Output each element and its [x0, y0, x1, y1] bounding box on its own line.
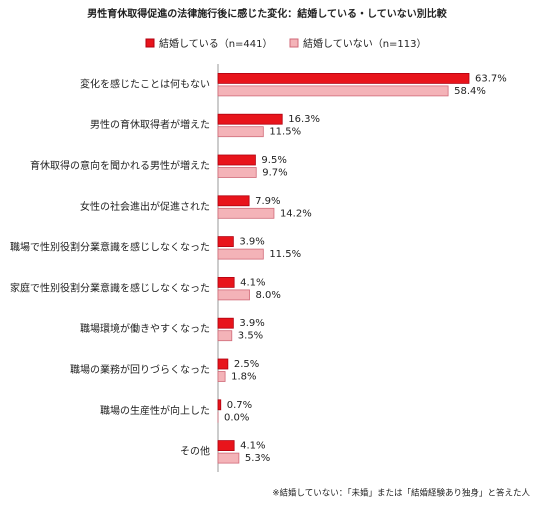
y-tick-label: 家庭で性別役割分業意識を感じしなくなった: [10, 281, 210, 294]
chart-title: 男性育休取得促進の法律施行後に感じた変化：結婚している・していない別比較: [87, 7, 447, 20]
y-tick-label: その他: [180, 445, 210, 458]
bar: [217, 248, 264, 260]
y-tick-label: 職場で性別役割分業意識を感じしなくなった: [10, 241, 210, 254]
legend-label: 結婚していない（n=113）: [303, 37, 427, 50]
value-label: 16.3%: [288, 114, 320, 125]
bar: [217, 113, 283, 125]
bar: [217, 317, 234, 329]
value-label: 8.0%: [256, 290, 281, 301]
value-label: 4.1%: [240, 441, 265, 452]
bar: [217, 126, 264, 138]
bar: [217, 371, 226, 382]
bar: [217, 154, 256, 166]
bar: [217, 195, 250, 207]
value-label: 14.2%: [280, 208, 312, 219]
bar: [217, 85, 449, 97]
value-label: 58.4%: [454, 86, 486, 97]
y-tick-label: 女性の社会進出が促進された: [80, 200, 210, 213]
bar: [217, 452, 240, 464]
value-label: 3.9%: [239, 237, 264, 248]
bar: [217, 440, 235, 452]
value-label: 9.7%: [262, 168, 287, 179]
legend-swatch: [289, 38, 299, 48]
y-tick-label: 育休取得の意向を聞かれる男性が増えた: [30, 159, 210, 172]
bar: [217, 167, 257, 178]
value-label: 11.5%: [269, 249, 301, 260]
bar: [217, 207, 275, 219]
value-label: 4.1%: [240, 277, 265, 288]
bar: [217, 236, 234, 248]
y-tick-label: 職場の業務が回りづらくなった: [70, 363, 210, 376]
value-label: 0.0%: [224, 412, 249, 423]
value-label: 9.5%: [261, 155, 286, 166]
bar: [217, 289, 250, 301]
value-label: 11.5%: [269, 127, 301, 138]
value-label: 0.7%: [227, 400, 252, 411]
bar: [217, 330, 233, 342]
bar: [217, 399, 222, 411]
value-label: 7.9%: [255, 196, 280, 207]
value-label: 1.8%: [231, 372, 256, 383]
y-tick-label: 職場の生産性が向上した: [100, 404, 210, 417]
y-tick-label: 変化を感じたことは何もない: [80, 77, 210, 90]
value-label: 2.5%: [234, 359, 259, 370]
bar: [217, 358, 229, 370]
y-tick-label: 男性の育休取得者が増えた: [90, 118, 210, 131]
bar: [217, 73, 470, 84]
footnote: ※結婚していない：「未婚」または「結婚経験あり独身」と答えた人: [272, 488, 530, 499]
value-label: 3.9%: [239, 318, 264, 329]
bar: [217, 276, 235, 288]
value-label: 63.7%: [475, 73, 507, 84]
y-tick-label: 職場環境が働きやすくなった: [80, 322, 210, 335]
legend-swatch: [145, 38, 155, 48]
value-label: 5.3%: [245, 453, 270, 464]
value-label: 3.5%: [238, 331, 263, 342]
legend-label: 結婚している（n=441）: [159, 37, 273, 50]
